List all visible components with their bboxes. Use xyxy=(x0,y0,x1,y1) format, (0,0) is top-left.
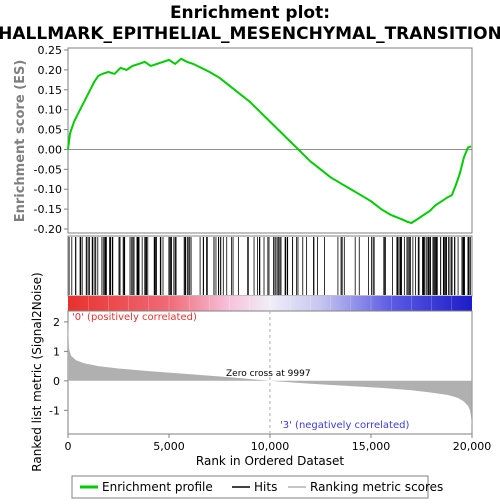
legend-hits-label: Hits xyxy=(254,480,277,494)
hits-panel xyxy=(67,235,473,297)
positive-label: '0' (positively correlated) xyxy=(72,312,197,323)
xtick-label: 15,000 xyxy=(352,440,391,453)
color-bar-segments xyxy=(87,296,452,311)
legend-ranking-label: Ranking metric scores xyxy=(310,480,443,494)
es-ytick-label: 0.00 xyxy=(38,143,63,156)
title-line1: Enrichment plot: xyxy=(170,3,330,23)
es-ylabel: Enrichment score (ES) xyxy=(13,60,28,223)
xtick-label: 5,000 xyxy=(153,440,185,453)
legend-enrichment-label: Enrichment profile xyxy=(102,480,213,494)
xlabel: Rank in Ordered Dataset xyxy=(196,454,344,468)
es-ytick-label: -0.05 xyxy=(34,163,62,176)
xtick-label: 20,000 xyxy=(453,440,492,453)
es-axis-ticks: -0.20 -0.15 -0.10 -0.05 0.00 0.05 0.10 0.15 0.20… xyxy=(34,44,68,236)
es-ytick-label: 0.20 xyxy=(38,64,63,77)
xtick-label: 0 xyxy=(65,440,72,453)
es-ytick-label: 0.10 xyxy=(38,104,63,117)
hit-marks xyxy=(68,237,471,295)
ranking-ytick-label: -1 xyxy=(49,404,60,417)
es-ytick-label: -0.20 xyxy=(34,223,62,236)
ranking-ytick-label: 2 xyxy=(53,316,60,329)
negative-label: '3' (negatively correlated) xyxy=(280,420,409,431)
ranking-ytick-label: 1 xyxy=(53,345,60,358)
ranking-axis-ticks: -1 0 1 2 0 5,000 10,000 15,000 20,000 xyxy=(49,316,491,453)
title-line2: HALLMARK_EPITHELIAL_MESENCHYMAL_TRANSITI… xyxy=(0,24,500,44)
ranking-ytick-label: 0 xyxy=(53,375,60,388)
es-ytick-label: 0.05 xyxy=(38,124,63,137)
es-ytick-label: -0.10 xyxy=(34,183,62,196)
ranking-ylabel: Ranked list metric (Signal2Noise) xyxy=(30,272,44,471)
ranking-metric-area xyxy=(68,321,472,426)
enrichment-profile-line xyxy=(67,57,472,225)
es-ytick-label: 0.25 xyxy=(38,44,63,57)
es-panel xyxy=(67,47,473,234)
zero-cross-label: Zero cross at 9997 xyxy=(226,369,311,379)
es-ytick-label: 0.15 xyxy=(38,84,63,97)
es-ytick-label: -0.15 xyxy=(34,203,62,216)
xtick-label: 10,000 xyxy=(251,440,290,453)
